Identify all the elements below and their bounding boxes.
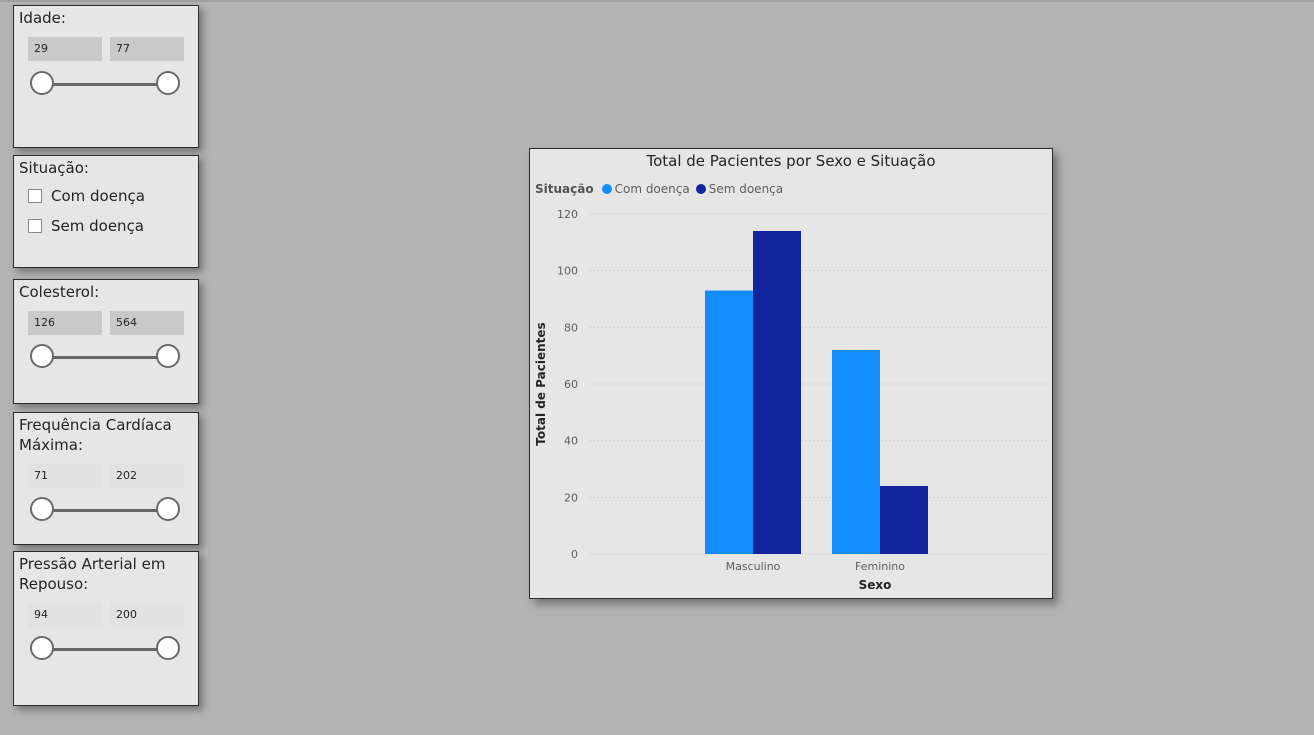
top-border [0, 0, 1314, 2]
situacao-title: Situação: [19, 159, 89, 177]
frequencia-slider-min-handle[interactable] [30, 497, 54, 521]
y-tick-label: 80 [564, 321, 578, 334]
situacao-slicer: Situação: Com doença Sem doença [13, 155, 199, 268]
frequencia-slicer: Frequência Cardíaca Máxima: 71 202 [13, 412, 199, 545]
bar[interactable] [753, 231, 801, 554]
idade-min-input[interactable]: 29 [28, 37, 102, 61]
pressao-slider-max-handle[interactable] [156, 636, 180, 660]
idade-slider-max-handle[interactable] [156, 71, 180, 95]
legend-title: Situação [535, 182, 594, 196]
situacao-option-com-doenca[interactable]: Com doença [28, 186, 145, 206]
colesterol-slider-track [42, 356, 168, 359]
frequencia-slider[interactable] [30, 496, 180, 526]
chart-title: Total de Pacientes por Sexo e Situação [646, 152, 936, 170]
y-tick-label: 0 [571, 548, 578, 561]
idade-max-input[interactable]: 77 [110, 37, 184, 61]
legend-item-com-doenca[interactable]: Com doença [601, 182, 690, 196]
colesterol-min-input[interactable]: 126 [28, 311, 102, 335]
chart-plot: 0 20 40 60 80 100 120 Masculino Feminino Sexo Tota… [534, 208, 1048, 592]
legend-label-sem-doenca: Sem doença [708, 182, 784, 196]
frequencia-slider-track [42, 509, 168, 512]
y-tick-label: 20 [564, 491, 578, 504]
x-tick-label: Feminino [855, 560, 905, 573]
situacao-option-sem-doenca[interactable]: Sem doença [28, 216, 144, 236]
legend-dot-com-doenca [601, 184, 612, 194]
legend-label-com-doenca: Com doença [614, 182, 690, 196]
pressao-min-input[interactable]: 94 [28, 603, 102, 627]
idade-slider-track [42, 83, 168, 86]
idade-slider-min-handle[interactable] [30, 71, 54, 95]
chart-legend: Situação Com doença Sem doença [535, 181, 789, 197]
idade-title: Idade: [19, 9, 66, 27]
colesterol-slider-min-handle[interactable] [30, 344, 54, 368]
x-axis-title: Sexo [859, 578, 892, 592]
frequencia-title: Frequência Cardíaca Máxima: [19, 416, 172, 454]
bar[interactable] [832, 350, 880, 554]
pressao-slider-min-handle[interactable] [30, 636, 54, 660]
x-tick-label: Masculino [726, 560, 781, 573]
colesterol-slider[interactable] [30, 343, 180, 373]
com-doenca-checkbox[interactable] [28, 189, 42, 203]
y-axis-title: Total de Pacientes [534, 322, 548, 445]
y-tick-label: 40 [564, 435, 578, 448]
y-tick-label: 60 [564, 378, 578, 391]
chart-visual[interactable]: Total de Pacientes por Sexo e Situação S… [529, 148, 1053, 599]
sem-doenca-checkbox[interactable] [28, 219, 42, 233]
y-tick-label: 100 [557, 265, 578, 278]
bar[interactable] [880, 486, 928, 554]
com-doenca-label: Com doença [51, 187, 145, 205]
pressao-slider-track [42, 648, 168, 651]
pressao-max-input[interactable]: 200 [110, 603, 184, 627]
pressao-slicer: Pressão Arterial em Repouso: 94 200 [13, 551, 199, 706]
idade-slicer: Idade: 29 77 [13, 5, 199, 148]
frequencia-slider-max-handle[interactable] [156, 497, 180, 521]
frequencia-min-input[interactable]: 71 [28, 464, 102, 488]
idade-slider[interactable] [30, 70, 180, 100]
legend-item-sem-doenca[interactable]: Sem doença [695, 182, 784, 196]
colesterol-slider-max-handle[interactable] [156, 344, 180, 368]
frequencia-max-input[interactable]: 202 [110, 464, 184, 488]
legend-dot-sem-doenca [695, 184, 706, 194]
pressao-title: Pressão Arterial em Repouso: [19, 555, 166, 593]
colesterol-slicer: Colesterol: 126 564 [13, 279, 199, 404]
pressao-slider[interactable] [30, 635, 180, 665]
sem-doenca-label: Sem doença [51, 217, 145, 235]
colesterol-max-input[interactable]: 564 [110, 311, 184, 335]
y-tick-label: 120 [557, 208, 578, 221]
bar[interactable] [705, 290, 753, 555]
colesterol-title: Colesterol: [19, 283, 100, 301]
